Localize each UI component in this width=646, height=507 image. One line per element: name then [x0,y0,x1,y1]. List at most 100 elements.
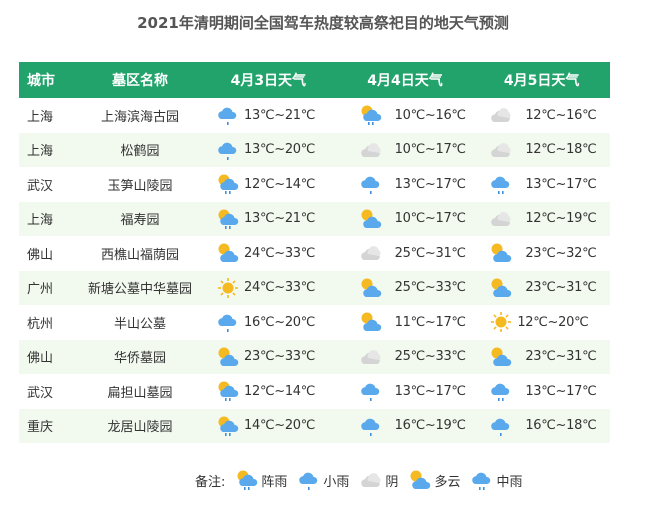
weather-cell: 13℃~17℃ [337,374,474,409]
temperature-range: 23℃~32℃ [525,245,597,261]
weather-cell: 25℃~31℃ [337,236,474,271]
weather-table: 城市 墓区名称 4月3日天气 4月4日天气 4月5日天气 上海 上海滨海古园 13… [19,62,610,443]
overcast-icon [360,349,381,364]
table-row: 佛山 西樵山福荫园 24℃~33℃ 25℃~31℃ 23℃~32℃ [19,236,610,271]
overcast-icon [491,142,511,157]
temperature-range: 12℃~20℃ [517,314,589,330]
temperature-range: 10℃~17℃ [394,211,466,227]
city-cell: 重庆 [19,408,80,443]
temperature-range: 25℃~31℃ [394,245,466,261]
weather-cell: 23℃~33℃ [200,339,337,374]
weather-cell: 25℃~33℃ [336,339,474,374]
page-title: 2021年清明期间全国驾车热度较高祭祀目的地天气预测 [137,14,509,32]
table-row: 上海 福寿园 13℃~21℃ 10℃~17℃ 12℃~19℃ [19,201,610,236]
temperature-range: 12℃~19℃ [525,211,597,227]
temperature-range: 13℃~21℃ [244,211,316,227]
temperature-range: 13℃~17℃ [394,383,466,399]
partly-cloudy-icon [491,243,512,263]
partly-cloudy-icon [361,209,381,228]
shower-icon [218,381,239,402]
light-rain-icon [491,418,510,436]
header-cemetery: 墓区名称 [80,62,200,98]
weather-cell: 12℃~18℃ [473,132,610,167]
temperature-range: 16℃~18℃ [525,418,597,434]
partly-cloudy-icon [361,278,381,297]
weather-cell: 12℃~20℃ [473,305,610,340]
sunny-icon [218,277,238,298]
legend-item: 阴 [359,468,398,492]
weather-cell: 13℃~21℃ [200,98,337,133]
shower-icon [237,470,258,490]
temperature-range: 10℃~17℃ [394,142,466,158]
light-rain-icon [218,142,237,160]
weather-cell: 12℃~19℃ [473,201,610,236]
legend-label: 备注: [195,474,226,490]
table-row: 上海 上海滨海古园 13℃~21℃ 10℃~16℃ 12℃~16℃ [19,98,610,133]
weather-cell: 10℃~17℃ [336,132,474,167]
partly-cloudy-icon [218,243,239,263]
city-cell: 上海 [27,109,54,125]
weather-cell: 12℃~14℃ [200,374,337,409]
overcast-icon [361,473,381,487]
city-cell: 杭州 [27,316,54,332]
legend-item-label: 阴 [385,474,399,490]
weather-cell: 13℃~17℃ [473,374,610,409]
temperature-range: 13℃~17℃ [525,383,597,399]
shower-icon [218,209,239,229]
partly-cloudy-icon [361,312,381,332]
temperature-range: 23℃~33℃ [244,349,316,365]
temperature-range: 10℃~16℃ [394,107,466,123]
weather-cell: 11℃~17℃ [337,305,474,340]
temperature-range: 25℃~33℃ [394,280,466,296]
temperature-range: 12℃~14℃ [244,383,316,399]
temperature-range: 12℃~18℃ [525,142,597,158]
temperature-range: 13℃~20℃ [244,142,316,158]
legend-item: 中雨 [470,468,522,492]
table-row: 武汉 扁担山墓园 12℃~14℃ 13℃~17℃ 13℃~17℃ [19,374,610,409]
weather-cell: 13℃~17℃ [337,167,474,202]
temperature-range: 16℃~20℃ [244,314,316,330]
light-rain-icon [218,107,237,126]
overcast-icon [360,142,381,157]
weather-cell: 12℃~16℃ [473,98,610,133]
light-rain-icon [360,383,379,402]
temperature-range: 14℃~20℃ [244,418,316,434]
weather-cell: 16℃~19℃ [336,408,474,443]
cemetery-cell: 扁担山墓园 [107,385,173,401]
table-header-row: 城市 墓区名称 4月3日天气 4月4日天气 4月5日天气 [19,62,610,98]
weather-cell: 16℃~20℃ [200,305,337,340]
temperature-range: 16℃~19℃ [394,418,466,434]
weather-cell: 16℃~18℃ [473,408,610,443]
cemetery-cell: 上海滨海古园 [100,109,179,125]
weather-cell: 14℃~20℃ [200,408,337,443]
sunny-icon [491,312,512,333]
legend-item: 阵雨 [235,468,287,492]
temperature-range: 23℃~31℃ [525,280,597,296]
city-cell: 广州 [19,270,80,305]
overcast-icon [491,211,511,226]
city-cell: 佛山 [27,247,54,263]
partly-cloudy-icon [491,347,512,366]
cemetery-cell: 玉笋山陵园 [107,178,173,194]
overcast-icon [491,108,511,123]
table-row: 杭州 半山公墓 16℃~20℃ 11℃~17℃ 12℃~20℃ [19,305,610,340]
light-rain-icon [299,472,318,490]
legend-item-label: 小雨 [323,474,350,490]
legend-item: 小雨 [297,468,349,492]
partly-cloudy-icon [410,470,431,489]
cemetery-cell: 华侨墓园 [80,339,200,374]
temperature-range: 13℃~17℃ [394,176,466,192]
temperature-range: 13℃~17℃ [525,176,597,192]
table-row: 佛山 华侨墓园 23℃~33℃ 25℃~33℃ 23℃~31℃ [19,339,610,374]
temperature-range: 12℃~14℃ [244,176,316,192]
table-row: 武汉 玉笋山陵园 12℃~14℃ 13℃~17℃ 13℃~17℃ [19,167,610,202]
city-cell: 佛山 [19,339,80,374]
table-row: 上海 松鹤园 13℃~20℃ 10℃~17℃ 12℃~18℃ [19,132,610,167]
cemetery-cell: 新塘公墓中华墓园 [80,270,200,305]
light-rain-icon [218,314,237,333]
legend-item-label: 阵雨 [261,474,288,490]
partly-cloudy-icon [218,347,239,366]
temperature-range: 13℃~21℃ [244,107,316,123]
city-cell: 上海 [19,132,80,167]
